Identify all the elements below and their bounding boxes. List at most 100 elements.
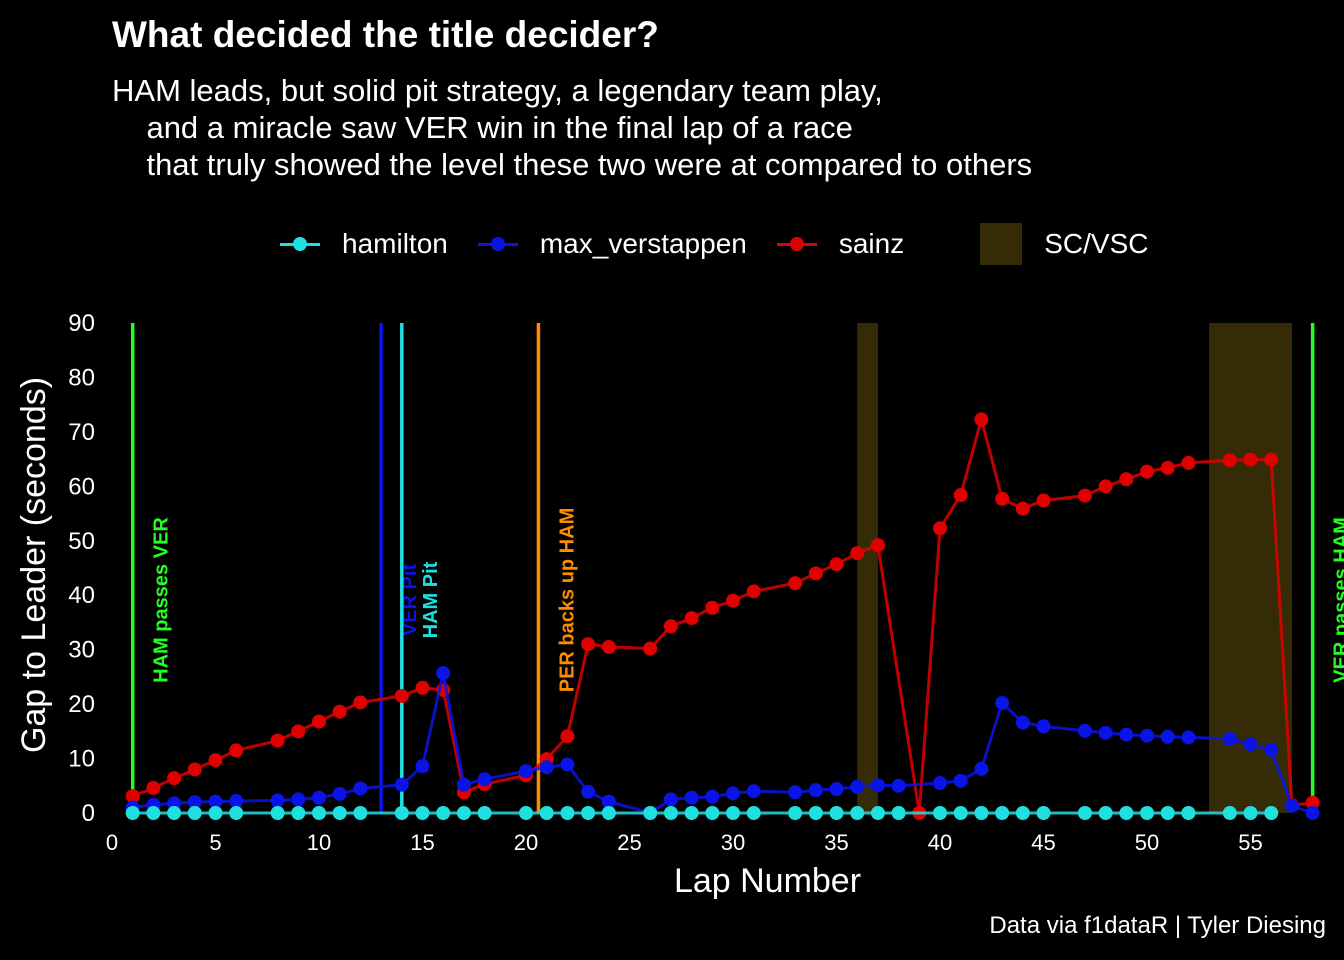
legend-label-sainz: sainz [838, 228, 905, 259]
hamilton-point-4 [208, 806, 223, 820]
hamilton-point-30 [850, 806, 865, 820]
hamilton-point-41 [1119, 806, 1134, 820]
sainz-point-25 [726, 593, 741, 608]
hamilton-point-29 [829, 806, 844, 820]
sainz-point-21 [643, 641, 658, 656]
hamilton-point-28 [808, 806, 823, 820]
sainz-point-9 [332, 704, 347, 719]
hamilton-point-3 [187, 806, 202, 820]
legend-label-max-verstappen: max_verstappen [539, 228, 747, 259]
sainz-point-29 [829, 557, 844, 572]
hamilton-point-37 [1015, 806, 1030, 820]
max_verstappen-point-49 [1305, 806, 1320, 820]
x-tick-label-6: 30 [721, 830, 745, 855]
sainz-point-44 [1181, 455, 1196, 470]
max_verstappen-point-45 [1222, 731, 1237, 746]
max_verstappen-point-34 [953, 773, 968, 788]
max_verstappen-point-27 [788, 785, 803, 800]
sainz-point-0 [125, 789, 140, 804]
legend-key-sc-vsc [980, 223, 1023, 265]
hamilton-point-31 [870, 806, 885, 820]
x-tick-label-10: 50 [1135, 830, 1159, 855]
chart-subtitle: HAM leads, but solid pit strategy, a leg… [112, 73, 1033, 182]
hamilton-point-1 [146, 806, 161, 820]
hamilton-point-26 [746, 806, 761, 820]
sainz-point-7 [291, 724, 306, 739]
max_verstappen-point-3 [187, 795, 202, 810]
chart-caption: Data via f1dataR | Tyler Diesing [989, 912, 1326, 939]
sc-period-0 [857, 323, 878, 813]
max_verstappen-point-48 [1284, 798, 1299, 813]
max_verstappen-point-43 [1160, 729, 1175, 744]
max_verstappen-point-9 [332, 786, 347, 801]
max_verstappen-point-40 [1098, 725, 1113, 740]
hamilton-point-39 [1077, 806, 1092, 820]
sainz-point-6 [270, 733, 285, 748]
y-tick-label-9: 90 [68, 310, 95, 337]
sainz-point-43 [1160, 460, 1175, 475]
y-tick-label-1: 10 [68, 746, 95, 773]
legend-label-hamilton: hamilton [342, 228, 448, 259]
hamilton-point-18 [560, 806, 575, 820]
max_verstappen-point-46 [1243, 737, 1258, 752]
hamilton-point-38 [1036, 806, 1051, 820]
hamilton-point-2 [167, 806, 182, 820]
max_verstappen-point-39 [1077, 723, 1092, 738]
annotation-label-4: VER passes HAM [1331, 517, 1344, 683]
legend-key-hamilton [280, 234, 320, 254]
sainz-point-37 [1015, 501, 1030, 516]
hamilton-point-8 [312, 806, 327, 820]
max_verstappen-point-28 [808, 783, 823, 798]
legend: hamilton max_verstappen sainz SC/VSC [280, 222, 1148, 266]
max_verstappen-point-24 [705, 789, 720, 804]
max_verstappen-point-23 [684, 790, 699, 805]
hamilton-point-36 [995, 806, 1010, 820]
x-tick-label-11: 55 [1238, 830, 1262, 855]
hamilton-point-0 [125, 806, 140, 820]
hamilton-point-22 [663, 806, 678, 820]
max_verstappen-point-44 [1181, 730, 1196, 745]
sainz-point-5 [229, 743, 244, 758]
sainz-point-18 [560, 729, 575, 744]
sainz-point-26 [746, 584, 761, 599]
max_verstappen-point-13 [436, 666, 451, 681]
max_verstappen-point-12 [415, 759, 430, 774]
sainz-point-34 [953, 488, 968, 503]
sainz-point-47 [1264, 452, 1279, 467]
sainz-point-46 [1243, 452, 1258, 467]
hamilton-point-42 [1140, 806, 1155, 820]
sainz-point-1 [146, 780, 161, 795]
y-tick-label-6: 60 [68, 473, 95, 500]
max_verstappen-point-18 [560, 757, 575, 772]
y-tick-label-0: 0 [82, 800, 95, 827]
sainz-point-8 [312, 714, 327, 729]
hamilton-point-23 [684, 806, 699, 820]
hamilton-point-43 [1160, 806, 1175, 820]
max_verstappen-point-16 [519, 764, 534, 779]
y-tick-label-7: 70 [68, 419, 95, 446]
sainz-point-22 [663, 619, 678, 634]
sainz-point-49 [1305, 795, 1320, 810]
hamilton-point-46 [1243, 806, 1258, 820]
y-tick-label-4: 40 [68, 582, 95, 609]
hamilton-point-44 [1181, 806, 1196, 820]
legend-item-sainz: sainz [776, 228, 905, 260]
legend-item-max-verstappen: max_verstappen [477, 228, 747, 260]
sainz-point-12 [415, 680, 430, 695]
max_verstappen-point-36 [995, 696, 1010, 711]
max_verstappen-point-8 [312, 790, 327, 805]
max_verstappen-point-32 [891, 778, 906, 793]
hamilton-point-32 [891, 806, 906, 820]
sainz-point-38 [1036, 493, 1051, 508]
x-tick-label-1: 5 [209, 830, 221, 855]
max_verstappen-point-19 [581, 784, 596, 799]
sainz-point-39 [1077, 488, 1092, 503]
hamilton-point-25 [726, 806, 741, 820]
sainz-point-2 [167, 771, 182, 786]
max_verstappen-point-22 [663, 792, 678, 807]
legend-item-hamilton: hamilton [280, 228, 448, 260]
max_verstappen-point-30 [850, 779, 865, 794]
y-tick-label-5: 50 [68, 528, 95, 555]
y-axis-label: Gap to Leader (seconds) [15, 377, 53, 753]
legend-key-max-verstappen [477, 234, 518, 254]
